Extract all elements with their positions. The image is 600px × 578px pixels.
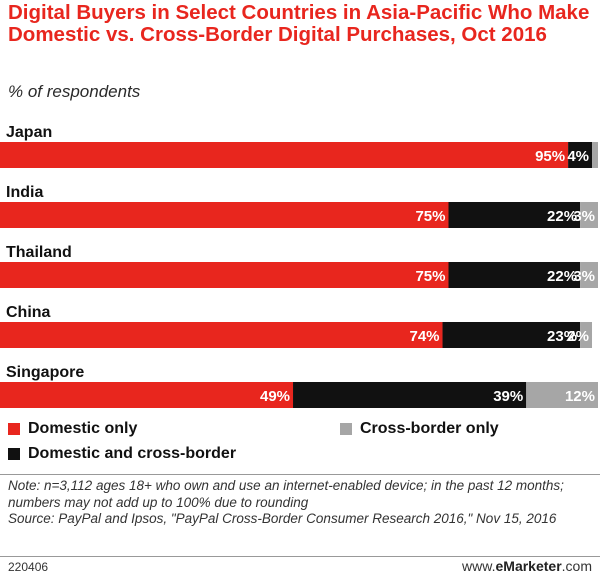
value-label-singapore-domestic: 49% (260, 388, 290, 405)
bar-thailand-both (448, 262, 581, 288)
category-label-thailand: Thailand (6, 244, 72, 261)
brand-name: eMarketer (495, 558, 562, 574)
category-label-china: China (6, 304, 51, 321)
legend-item-domestic: Domestic only (8, 420, 137, 438)
legend-swatch-both (8, 448, 20, 460)
bar-singapore-both (293, 382, 527, 408)
brand[interactable]: www.eMarketer.com (462, 558, 592, 574)
value-label-singapore-both: 39% (493, 388, 523, 405)
bar-china-domestic (0, 322, 443, 348)
bar-japan-domestic (0, 142, 569, 168)
bar-thailand-domestic (0, 262, 449, 288)
bar-thailand-cross (580, 262, 598, 288)
bar-china-both (442, 322, 581, 348)
legend-label-both: Domestic and cross-border (28, 445, 237, 462)
brand-prefix: www. (462, 558, 496, 574)
chart-id: 220406 (8, 560, 49, 574)
value-label-india-domestic: 75% (415, 208, 445, 225)
value-label-japan-both: 4% (567, 148, 589, 165)
bar-india-both (448, 202, 581, 228)
value-label-thailand-cross: 3% (573, 268, 595, 285)
legend: Domestic only Domestic and cross-border … (0, 418, 600, 468)
note-text: Note: n=3,112 ages 18+ who own and use a… (8, 478, 564, 510)
bar-singapore-cross (526, 382, 598, 408)
brand-suffix: .com (561, 558, 592, 574)
value-label-japan-domestic: 95% (535, 148, 565, 165)
value-label-china-domestic: 74% (409, 328, 439, 345)
bar-japan-cross (592, 142, 598, 168)
bar-japan-both (568, 142, 593, 168)
legend-label-cross: Cross-border only (360, 420, 499, 437)
value-label-india-both: 22% (547, 208, 577, 225)
bar-china-cross (580, 322, 593, 348)
chart-title: Digital Buyers in Select Countries in As… (8, 1, 590, 46)
category-label-japan: Japan (6, 124, 52, 141)
divider-bottom (0, 556, 600, 557)
source-text: Source: PayPal and Ipsos, "PayPal Cross-… (8, 511, 557, 526)
bar-singapore-domestic (0, 382, 294, 408)
bar-india-cross (580, 202, 598, 228)
value-label-thailand-domestic: 75% (415, 268, 445, 285)
legend-label-domestic: Domestic only (28, 420, 138, 437)
value-label-thailand-both: 22% (547, 268, 577, 285)
footnote: Note: n=3,112 ages 18+ who own and use a… (8, 478, 593, 528)
value-label-india-cross: 3% (573, 208, 595, 225)
category-label-singapore: Singapore (6, 364, 84, 381)
legend-item-both: Domestic and cross-border (8, 445, 236, 463)
value-label-singapore-cross: 12% (565, 388, 595, 405)
legend-item-cross: Cross-border only (340, 420, 499, 438)
chart-subtitle: % of respondents (8, 82, 141, 101)
legend-swatch-cross (340, 423, 352, 435)
value-label-china-both: 23% (547, 328, 577, 345)
value-label-china-cross: 2% (567, 328, 589, 345)
divider-top (0, 474, 600, 475)
legend-swatch-domestic (8, 423, 20, 435)
bar-india-domestic (0, 202, 449, 228)
category-label-india: India (6, 184, 43, 201)
